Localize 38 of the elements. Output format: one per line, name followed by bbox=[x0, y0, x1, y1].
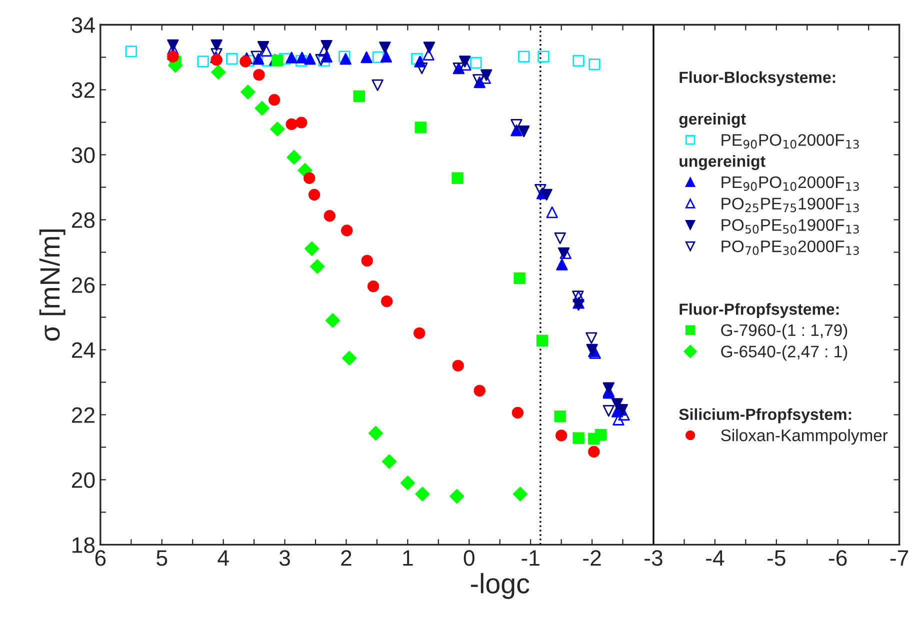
legend-label: G-6540-(2,47 : 1) bbox=[721, 345, 848, 361]
y-tick-label: 26 bbox=[72, 277, 95, 294]
annotation: Fluor-Pfropfsysteme: bbox=[680, 303, 839, 318]
annotation: Silicium-Pfropfsystem: bbox=[679, 408, 852, 424]
x-axis-title: -logc bbox=[471, 573, 530, 599]
legend-label: PE$_{90}$PO$_{10}$2000F$_{13}$ bbox=[722, 176, 859, 191]
x-tick-label: 1 bbox=[403, 550, 413, 566]
y-tick-label: 22 bbox=[72, 407, 94, 423]
x-tick-label: 5 bbox=[156, 550, 168, 566]
x-tick-label: 0 bbox=[464, 550, 474, 566]
annotation: Fluor-Blocksysteme: bbox=[680, 71, 836, 86]
legend-label: PO$_{50}$PE$_{50}$1900F$_{13}$ bbox=[722, 219, 859, 234]
legend-label: PO$_{25}$PE$_{75}$1900F$_{13}$ bbox=[722, 198, 859, 212]
x-tick-label: -6 bbox=[828, 550, 847, 566]
x-tick-label: 3 bbox=[279, 550, 290, 566]
x-tick-label: 2 bbox=[341, 550, 352, 566]
y-tick-label: 34 bbox=[72, 17, 95, 34]
x-tick-label: -3 bbox=[644, 550, 662, 566]
y-tick-label: 20 bbox=[72, 472, 95, 488]
y-tick-label: 18 bbox=[72, 537, 95, 553]
x-tick-label: -1 bbox=[522, 550, 540, 566]
y-tick-label: 28 bbox=[72, 212, 95, 228]
legend-label: PO$_{70}$PE$_{30}$2000F$_{13}$ bbox=[722, 240, 859, 255]
x-tick-label: -7 bbox=[890, 550, 908, 566]
y-tick-label: 24 bbox=[72, 342, 95, 358]
x-tick-label: -4 bbox=[706, 550, 724, 566]
legend-label: PE$_{90}$PO$_{10}$2000F$_{13}$ bbox=[722, 134, 859, 149]
y-tick-label: 30 bbox=[72, 147, 95, 164]
x-tick-label: 4 bbox=[218, 550, 229, 566]
x-tick-label: 6 bbox=[95, 550, 106, 566]
legend-label: G-7960-(1 : 1,79) bbox=[721, 324, 848, 340]
x-tick-label: -5 bbox=[768, 550, 786, 566]
annotation: ungereinigt bbox=[680, 155, 766, 170]
annotation: gereinigt bbox=[679, 112, 746, 128]
x-tick-label: -2 bbox=[583, 550, 601, 566]
legend-label: Siloxan-Kammpolymer bbox=[721, 429, 888, 445]
y-tick-label: 32 bbox=[72, 82, 94, 98]
y-axis-title: σ [mN/m] bbox=[39, 230, 66, 341]
